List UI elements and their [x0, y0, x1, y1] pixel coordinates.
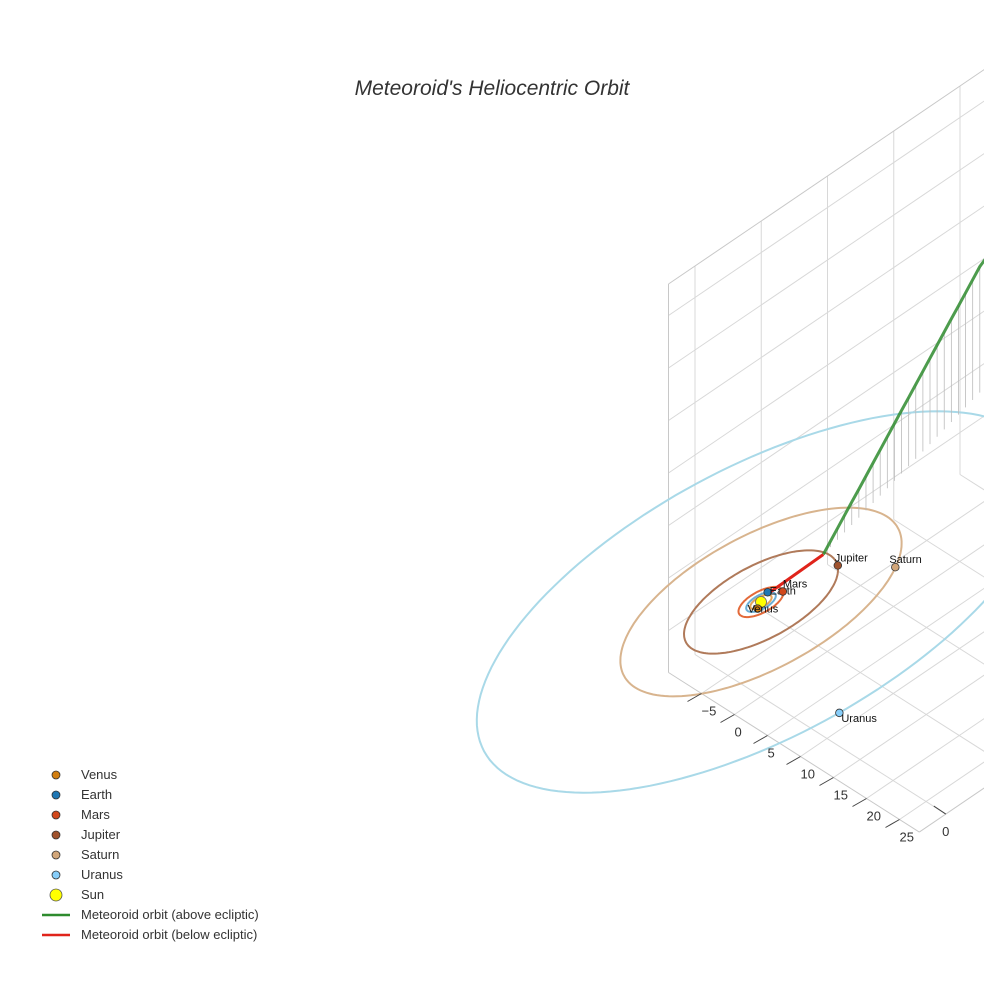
box-edge — [668, 69, 984, 285]
grid-line — [668, 258, 984, 474]
planet-label-uranus: Uranus — [841, 713, 877, 725]
y-tick-label: 15 — [834, 788, 848, 803]
legend-label: Meteoroid orbit (above ecliptic) — [81, 907, 259, 922]
orbit-jupiter — [682, 549, 840, 655]
y-tick-label: 10 — [801, 767, 815, 782]
grid-line — [899, 761, 984, 820]
chart-title: Meteoroid's Heliocentric Orbit — [355, 77, 631, 100]
x-tick-label: 0 — [942, 824, 949, 839]
legend-swatch — [51, 810, 61, 820]
grid-layer — [668, 69, 984, 833]
y-tick-label: −5 — [702, 704, 717, 719]
meteoroid-orbit — [765, 258, 984, 597]
grid-line — [668, 363, 984, 579]
grid-line — [734, 544, 984, 715]
grid-line — [694, 654, 947, 815]
orbit-uranus — [475, 410, 984, 794]
legend-label: Sun — [81, 887, 104, 902]
grid-line — [866, 718, 984, 799]
planet-mars — [778, 587, 788, 596]
legend-swatch — [51, 850, 61, 860]
legend-item-jupiter[interactable]: Jupiter — [51, 827, 121, 842]
meteoroid-orbit-below — [765, 553, 825, 597]
tick-mark — [885, 819, 900, 828]
tick-mark — [852, 798, 867, 807]
grid-line — [668, 153, 984, 369]
y-tick-label: 5 — [768, 746, 775, 761]
grid-line — [959, 474, 984, 491]
planet-orbits — [475, 410, 984, 794]
grid-line — [760, 609, 984, 752]
legend-item-earth[interactable]: Earth — [51, 787, 112, 802]
axis-ticks: −30−25−20−15−10−50−50510152025−505101520… — [687, 693, 949, 845]
planet-earth — [763, 588, 772, 597]
tick-mark — [933, 805, 947, 815]
legend-item-meteoroid-orbit-below-ecliptic-[interactable]: Meteoroid orbit (below ecliptic) — [42, 927, 257, 942]
tick-mark — [687, 693, 702, 702]
orbit-saturn — [619, 506, 903, 698]
tick-mark — [819, 777, 834, 786]
y-tick-label: 20 — [867, 809, 881, 824]
legend-label: Mars — [81, 807, 110, 822]
grid-line — [827, 564, 984, 665]
planet-jupiter — [833, 561, 843, 570]
planet-label-venus: Venus — [748, 604, 779, 616]
legend-swatch — [51, 830, 61, 840]
planet-label-mars: Mars — [783, 579, 808, 591]
legend-label: Earth — [81, 787, 112, 802]
tick-mark — [753, 735, 768, 744]
legend-swatch — [51, 790, 61, 800]
legend-label: Meteoroid orbit (below ecliptic) — [81, 927, 257, 942]
tick-mark — [720, 714, 735, 723]
legend-item-uranus[interactable]: Uranus — [51, 867, 123, 882]
planet-saturn — [891, 563, 900, 572]
grid-line — [893, 519, 984, 578]
legend-item-saturn[interactable]: Saturn — [51, 847, 119, 862]
grid-line — [668, 205, 984, 421]
grid-line — [800, 631, 984, 757]
grid-line — [833, 674, 984, 778]
y-tick-label: 0 — [735, 725, 742, 740]
legend-item-sun[interactable]: Sun — [49, 887, 104, 902]
grid-line — [668, 415, 984, 631]
box-edge — [668, 672, 920, 833]
planet-label-jupiter: Jupiter — [835, 552, 868, 564]
grid-line — [668, 100, 984, 316]
legend-swatch — [51, 770, 61, 780]
tick-mark — [786, 756, 801, 765]
planet-label-saturn: Saturn — [889, 554, 921, 566]
grid-line — [701, 501, 984, 694]
legend-item-venus[interactable]: Venus — [51, 767, 118, 782]
drop-lines — [830, 266, 981, 548]
legend-swatch — [49, 888, 63, 902]
planet-uranus — [835, 708, 844, 718]
legend-item-meteoroid-orbit-above-ecliptic-[interactable]: Meteoroid orbit (above ecliptic) — [42, 907, 259, 922]
grid-line — [668, 310, 984, 526]
legend-label: Uranus — [81, 867, 123, 882]
legend-label: Jupiter — [81, 827, 121, 842]
legend-label: Saturn — [81, 847, 119, 862]
meteoroid-orbit-above — [821, 258, 984, 556]
legend[interactable]: Venus Earth Mars Jupiter Saturn Uranus Sun Mete… — [42, 767, 259, 942]
grid-line — [767, 587, 984, 736]
planet-venus — [753, 604, 762, 613]
legend-label: Venus — [81, 767, 118, 782]
legend-swatch — [51, 870, 61, 880]
legend-item-mars[interactable]: Mars — [51, 807, 110, 822]
y-tick-label: 25 — [900, 830, 914, 845]
